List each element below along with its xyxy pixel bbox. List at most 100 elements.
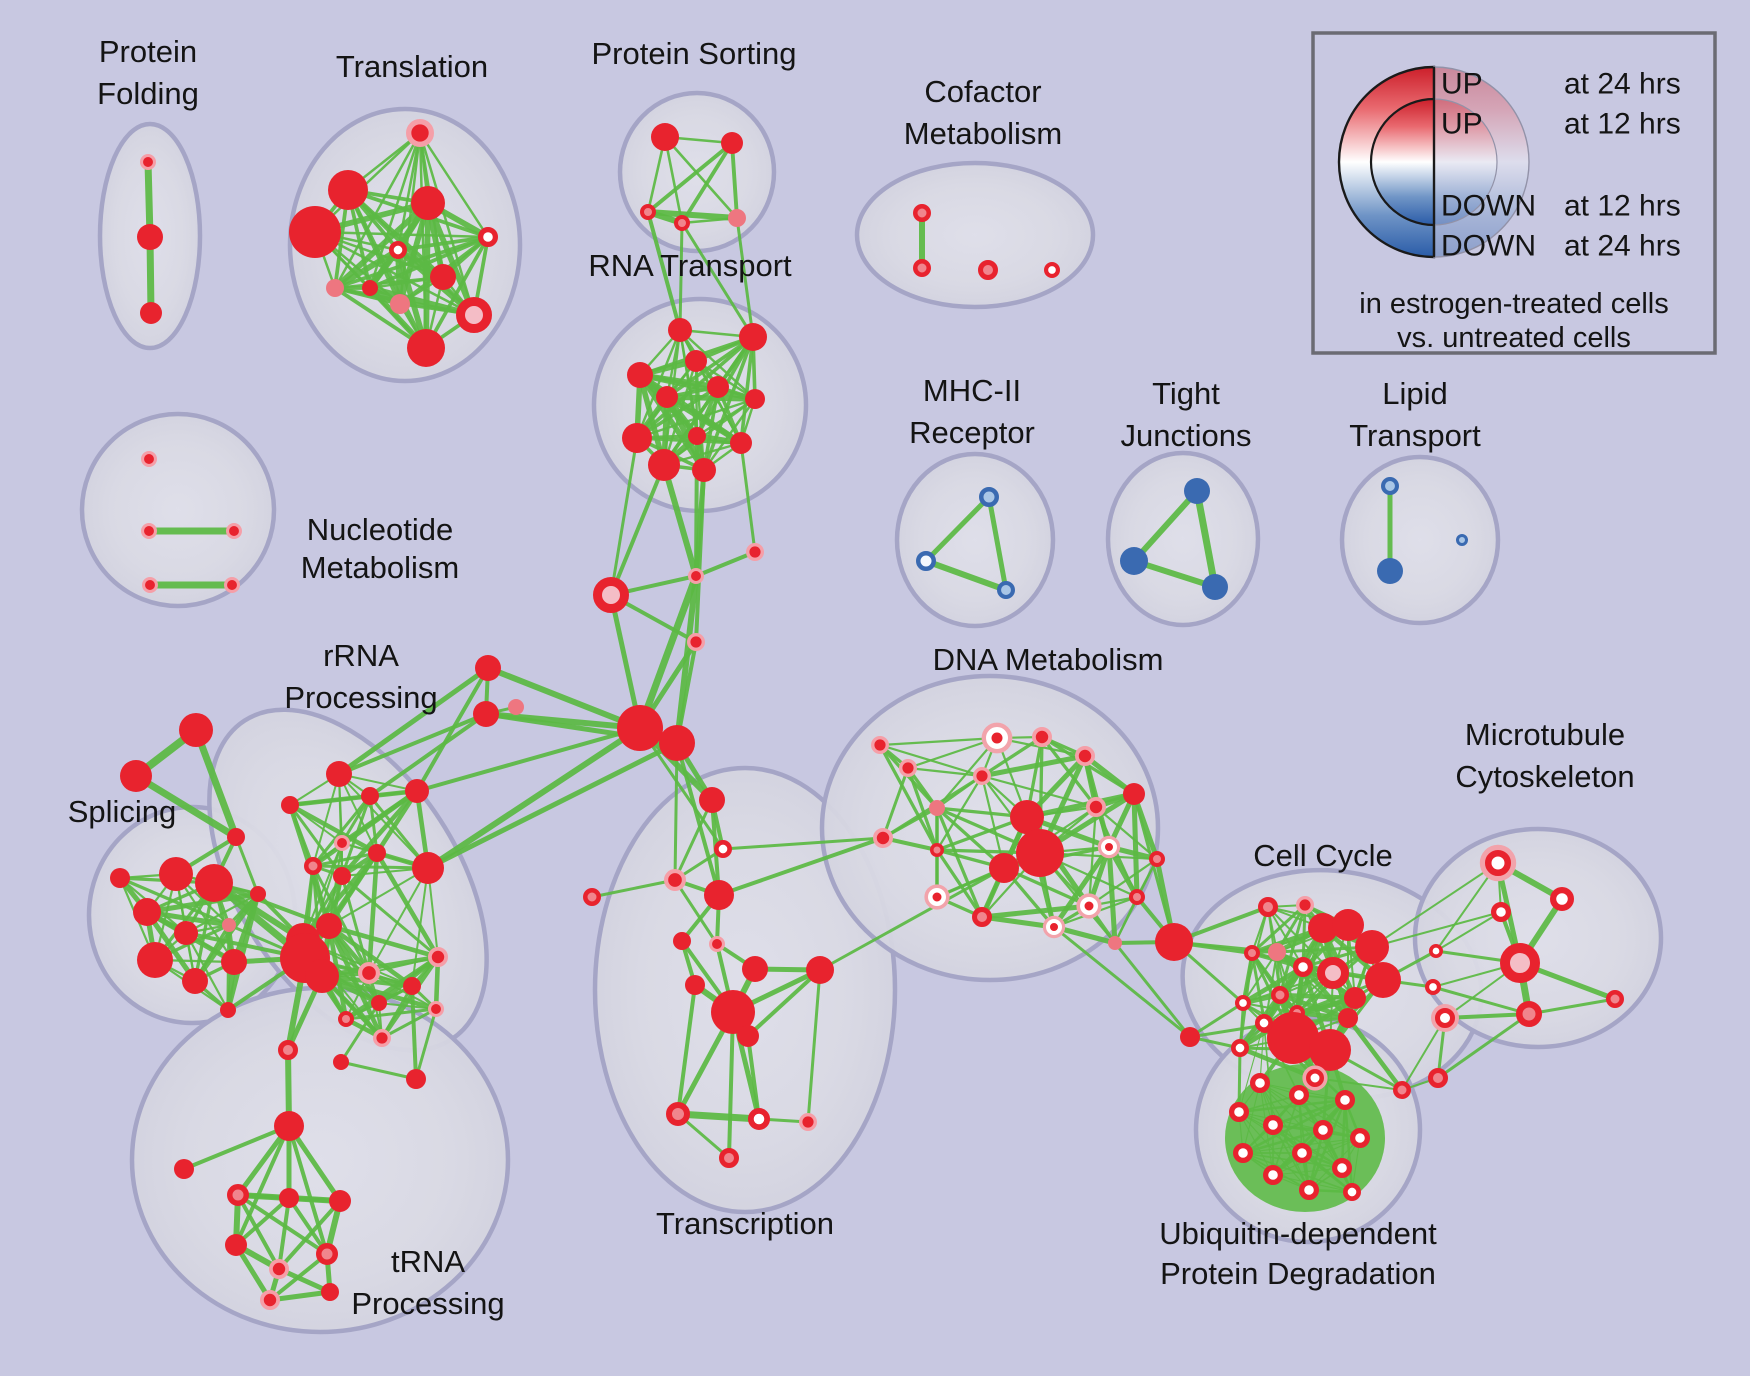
edge [878,743,984,778]
edge [1131,488,1200,564]
gene-node-R [328,170,368,210]
gene-node-R [289,206,341,258]
gene-node-Rp [973,767,992,786]
gene-node-wR [1349,1127,1370,1148]
edge [739,335,755,445]
edge [923,558,1009,593]
gene-node-pR [316,1243,338,1265]
gene-node-wR [1424,979,1441,996]
gene-node-R [371,995,387,1011]
edge [1274,949,1358,1001]
cluster-ellipse-mhc-ii-receptor [894,451,1056,629]
gene-node-R [1309,1029,1351,1071]
edge [340,874,440,959]
gene-node-R [316,913,342,939]
gene-node-cW [1046,919,1062,935]
gene-node-pRb [1317,957,1349,989]
gene-node-R [699,787,725,813]
cluster-label-microtubule: Microtubule [1465,717,1625,752]
gene-node-R [321,1283,339,1301]
edge [311,851,379,868]
edge [674,1110,763,1123]
gene-node-R [673,932,691,950]
gene-node-pRb [456,297,492,333]
gene-node-lB [1456,534,1468,546]
edge [1238,1094,1300,1113]
gene-node-R [1155,923,1193,961]
gene-node-wR [1230,1038,1249,1057]
gene-node-R [403,977,421,995]
gene-node-Rp [259,1290,280,1311]
cluster-ellipse-cofactor-metabolism [854,160,1096,310]
edge [425,725,643,871]
cluster-label-rrna-processing: Processing [284,680,437,715]
legend-direction-label: DOWN [1441,230,1536,263]
edge [192,726,240,841]
edge [184,931,230,1012]
edge [635,397,757,440]
edge [1094,805,1159,861]
edge [881,766,910,840]
legend-caption: in estrogen-treated cells [1359,288,1669,320]
legend-time-label: at 24 hrs [1564,230,1681,263]
edge [730,141,739,220]
gene-node-Rp [372,1028,391,1047]
gene-node-P [728,209,746,227]
gene-node-lB [997,581,1016,600]
edge [277,1199,342,1271]
edge [980,774,1098,809]
gene-node-wR [1043,261,1060,278]
edge [673,798,714,882]
gene-node-R [711,990,755,1034]
edge [1242,1082,1261,1154]
gene-node-wR [1334,1089,1355,1110]
gene-node-R [651,123,679,151]
edge [906,766,984,778]
gene-node-P [1108,936,1122,950]
gene-node-wR [1298,1179,1319,1200]
edge [694,468,706,644]
edge [935,806,984,919]
gene-node-R [137,942,173,978]
gene-node-Rp [141,523,158,540]
legend-time-label: at 12 hrs [1564,190,1681,223]
edge [277,1196,291,1271]
cluster-label-dna-metabolism: DNA Metabolism [933,642,1164,677]
gene-node-R [806,956,834,984]
edge [1307,1128,1325,1192]
edge [1087,857,1159,908]
gene-node-cW [1080,897,1098,915]
edge [1237,1046,1242,1114]
network-nodes [110,119,1624,1311]
edge [368,712,488,798]
cluster-label-rna-transport: RNA Transport [588,248,792,283]
gene-node-wR [1292,956,1313,977]
gene-node-R [179,713,213,747]
gene-node-pR [304,857,322,875]
edge [410,984,418,1081]
edge [1131,791,1140,900]
gene-node-R [368,844,386,862]
edge [1371,862,1499,948]
edge [319,954,441,979]
legend-time-label: at 12 hrs [1564,108,1681,141]
gene-node-R [692,458,716,482]
gene-node-Rp [688,568,705,585]
edge [1435,911,1502,952]
cluster-label-mhc-ii: MHC-II [923,373,1021,408]
edge [676,983,697,1116]
cluster-label-protein-folding: Folding [97,76,199,111]
edge [340,874,371,975]
edge [739,441,757,554]
edge [234,1196,291,1247]
gene-node-wR [1288,1084,1309,1105]
edge [338,773,429,869]
gene-node-pRb [593,577,629,613]
edge [678,328,757,401]
edge [1241,1128,1325,1155]
gene-node-wR [1331,1157,1352,1178]
edge [1276,951,1298,1014]
gene-node-P [929,800,945,816]
gene-node-pR [1428,1068,1448,1088]
gene-node-pR [913,204,931,222]
